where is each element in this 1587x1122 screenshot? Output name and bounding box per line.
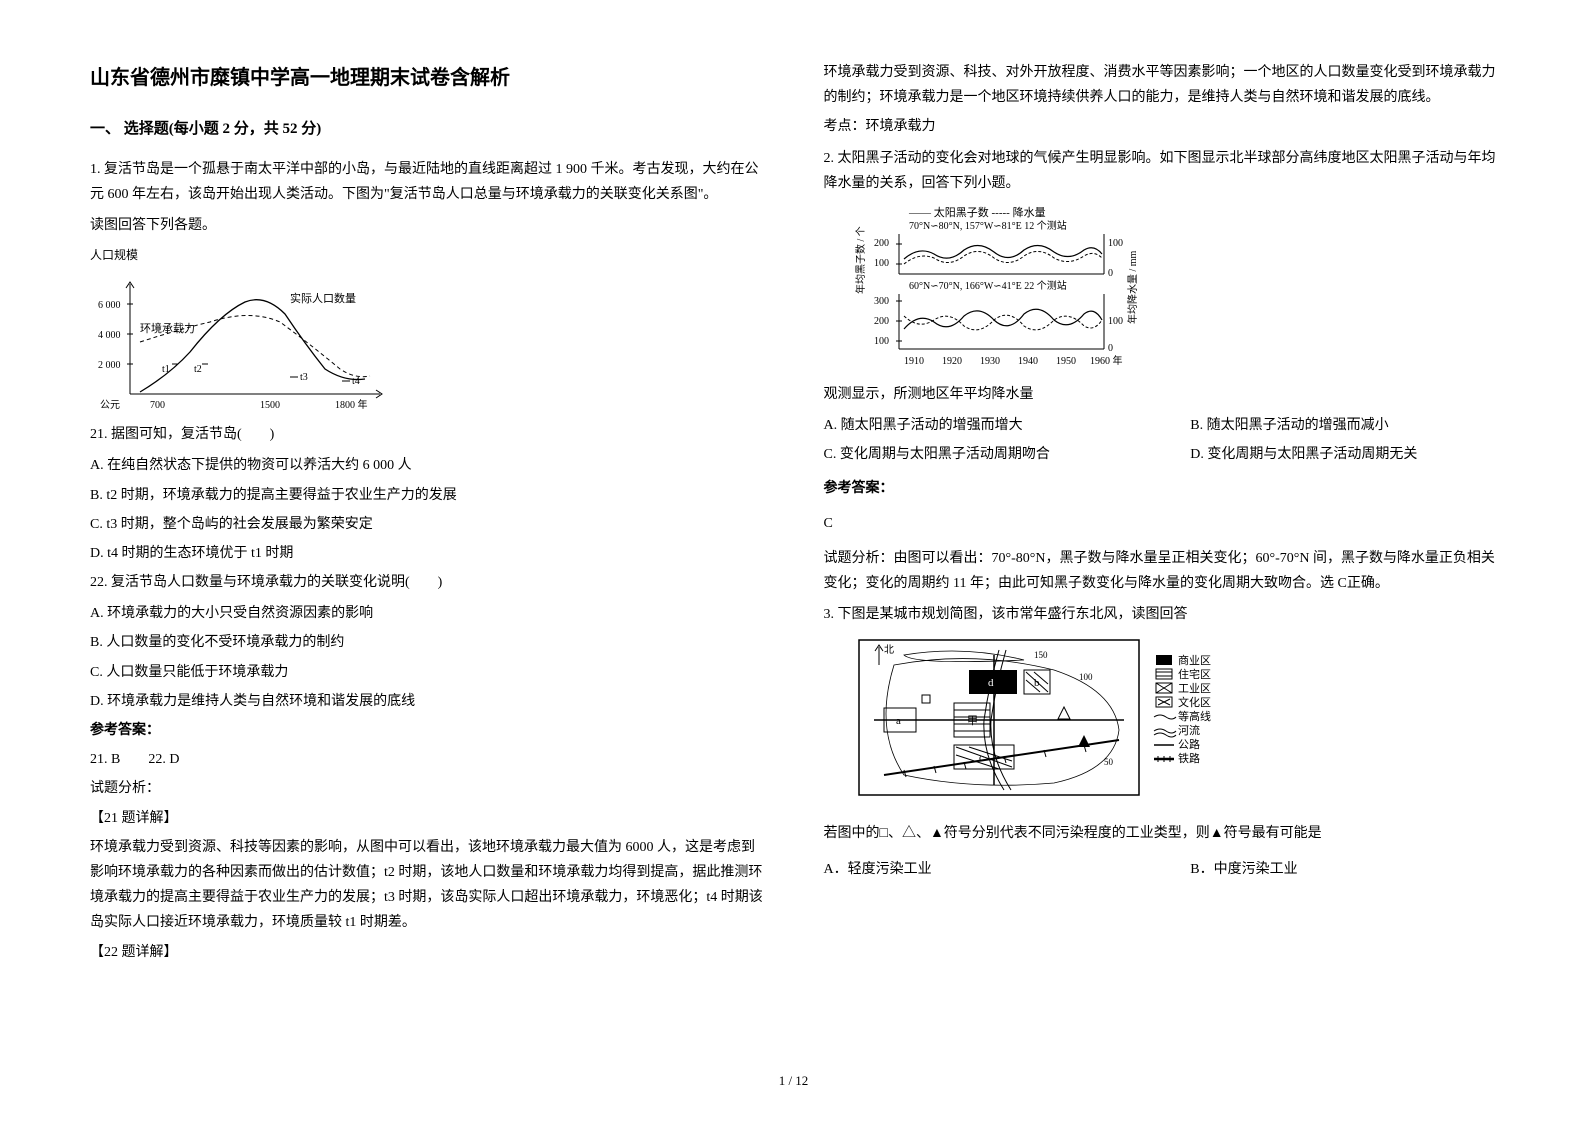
q2-row1: A. 随太阳黑子活动的增强而增大 B. 随太阳黑子活动的增强而减小 [824,413,1498,442]
svg-text:60°N∽70°N, 166°W∽41°E 22 个测站: 60°N∽70°N, 166°W∽41°E 22 个测站 [909,279,1067,292]
q1-answer: 21. B 22. D [90,747,764,772]
svg-text:1920: 1920 [942,356,962,367]
svg-text:0: 0 [1108,268,1113,279]
q3-stem: 3. 下图是某城市规划简图，该市常年盛行东北风，读图回答 [824,602,1498,627]
q1-figure-label: 人口规模 [90,245,764,267]
svg-text:工业区: 工业区 [1178,682,1211,695]
q1-answer-label: 参考答案： [90,718,764,743]
q3-opts: A．轻度污染工业 B．中度污染工业 [824,857,1498,886]
q1-stem: 1. 复活节岛是一个孤悬于南太平洋中部的小岛，与最近陆地的直线距离超过 1 90… [90,157,764,207]
q1-sub21-a: A. 在纯自然状态下提供的物资可以养活大约 6 000 人 [90,453,764,478]
svg-text:环境承载力: 环境承载力 [140,321,195,335]
left-column: 山东省德州市糜镇中学高一地理期末试卷含解析 一、 选择题(每小题 2 分，共 5… [90,60,764,1062]
svg-text:d: d [988,677,994,689]
svg-text:100: 100 [874,336,889,347]
q3-sub: 若图中的□、△、▲符号分别代表不同污染程度的工业类型，则▲符号最有可能是 [824,821,1498,846]
q1-sub22-a: A. 环境承载力的大小只受自然资源因素的影响 [90,601,764,626]
svg-text:100: 100 [1108,238,1123,249]
svg-text:实际人口数量: 实际人口数量 [290,291,356,305]
svg-text:文化区: 文化区 [1178,695,1211,709]
svg-text:1800 年: 1800 年 [335,398,368,411]
q1-sub21-b: B. t2 时期，环境承载力的提高主要得益于农业生产力的发展 [90,483,764,508]
svg-text:300: 300 [874,296,889,307]
svg-text:a: a [896,715,901,727]
svg-text:t2: t2 [194,364,202,375]
q2-c: C. 变化周期与太阳黑子活动周期吻合 [824,442,1131,467]
q2-row2: C. 变化周期与太阳黑子活动周期吻合 D. 变化周期与太阳黑子活动周期无关 [824,442,1498,471]
q1-detail22-label: 【22 题详解】 [90,940,764,965]
svg-text:公元: 公元 [100,400,120,411]
svg-text:公路: 公路 [1178,738,1200,751]
svg-text:—— 太阳黑子数 ----- 降水量: —— 太阳黑子数 ----- 降水量 [908,205,1046,219]
svg-text:1940: 1940 [1018,356,1038,367]
svg-text:100: 100 [874,258,889,269]
q2-answer-label: 参考答案： [824,476,1498,501]
svg-text:甲: 甲 [967,715,978,727]
q2-obs: 观测显示，所测地区年平均降水量 [824,382,1498,407]
q3-a: A．轻度污染工业 [824,857,1131,882]
q2-answer: C [824,511,1498,536]
svg-text:100: 100 [1108,316,1123,327]
svg-text:c: c [979,752,984,764]
svg-text:70°N∽80°N, 157°W∽81°E 12 个测站: 70°N∽80°N, 157°W∽81°E 12 个测站 [909,219,1067,232]
svg-text:北: 北 [884,644,894,656]
q1-sub22: 22. 复活节岛人口数量与环境承载力的关联变化说明( ) [90,570,764,595]
q3-map: 北 150 100 50 a d b [854,635,1498,805]
q2-analysis: 试题分析：由图可以看出：70°-80°N，黑子数与降水量呈正相关变化；60°-7… [824,546,1498,596]
svg-text:河流: 河流 [1178,723,1200,737]
q1-sub21-d: D. t4 时期的生态环境优于 t1 时期 [90,541,764,566]
svg-text:4 000: 4 000 [98,330,121,341]
q1-sub22-d: D. 环境承载力是维持人类与自然环境和谐发展的底线 [90,689,764,714]
svg-text:200: 200 [874,238,889,249]
svg-text:年均降水量 / mm: 年均降水量 / mm [1126,250,1139,324]
q1-detail21-label: 【21 题详解】 [90,806,764,831]
q1-sub22-b: B. 人口数量的变化不受环境承载力的制约 [90,630,764,655]
svg-text:700: 700 [150,400,165,411]
page-number: 1 / 12 [779,1069,809,1092]
svg-text:1930: 1930 [980,356,1000,367]
svg-text:b: b [1034,677,1040,689]
right-column: 环境承载力受到资源、科技、对外开放程度、消费水平等因素影响；一个地区的人口数量变… [824,60,1498,1062]
svg-text:铁路: 铁路 [1178,752,1200,765]
svg-text:0: 0 [1108,343,1113,354]
svg-text:住宅区: 住宅区 [1178,667,1211,681]
document-title: 山东省德州市糜镇中学高一地理期末试卷含解析 [90,60,764,96]
svg-text:1910: 1910 [904,356,924,367]
q1-sub21-c: C. t3 时期，整个岛屿的社会发展最为繁荣安定 [90,512,764,537]
section-title: 一、 选择题(每小题 2 分，共 52 分) [90,116,764,143]
svg-text:150: 150 [1034,650,1048,660]
svg-text:1960 年: 1960 年 [1090,354,1123,367]
svg-text:t4: t4 [352,376,360,387]
q1-detail21: 环境承载力受到资源、科技等因素的影响，从图中可以看出，该地环境承载力最大值为 6… [90,835,764,936]
svg-text:1500: 1500 [260,400,280,411]
q2-a: A. 随太阳黑子活动的增强而增大 [824,413,1131,438]
svg-text:商业区: 商业区 [1178,653,1211,667]
svg-text:t3: t3 [300,372,308,383]
svg-text:6 000: 6 000 [98,300,121,311]
q1-read: 读图回答下列各题。 [90,213,764,238]
svg-text:200: 200 [874,316,889,327]
q2-b: B. 随太阳黑子活动的增强而减小 [1190,413,1497,438]
svg-text:等高线: 等高线 [1178,709,1211,723]
q1-sub22-c: C. 人口数量只能低于环境承载力 [90,660,764,685]
svg-text:t1: t1 [162,364,170,375]
svg-text:年均黑子数 / 个: 年均黑子数 / 个 [854,226,867,294]
q1-chart: 6 000 4 000 2 000 公元 700 1500 1800 年 实际人… [90,274,764,414]
q1-sub21: 21. 据图可知，复活节岛( ) [90,422,764,447]
svg-text:100: 100 [1079,672,1093,682]
q1-kaodian: 考点：环境承载力 [824,114,1498,139]
q1-detail22-p1: 环境承载力受到资源、科技、对外开放程度、消费水平等因素影响；一个地区的人口数量变… [824,60,1498,110]
svg-text:2 000: 2 000 [98,360,121,371]
q2-chart: —— 太阳黑子数 ----- 降水量 70°N∽80°N, 157°W∽81°E… [854,204,1498,374]
q3-b: B．中度污染工业 [1190,857,1497,882]
q2-stem: 2. 太阳黑子活动的变化会对地球的气候产生明显影响。如下图显示北半球部分高纬度地… [824,146,1498,196]
svg-text:50: 50 [1104,757,1114,767]
q1-analysis-label: 试题分析： [90,776,764,801]
svg-text:1950: 1950 [1056,356,1076,367]
q2-d: D. 变化周期与太阳黑子活动周期无关 [1190,442,1497,467]
